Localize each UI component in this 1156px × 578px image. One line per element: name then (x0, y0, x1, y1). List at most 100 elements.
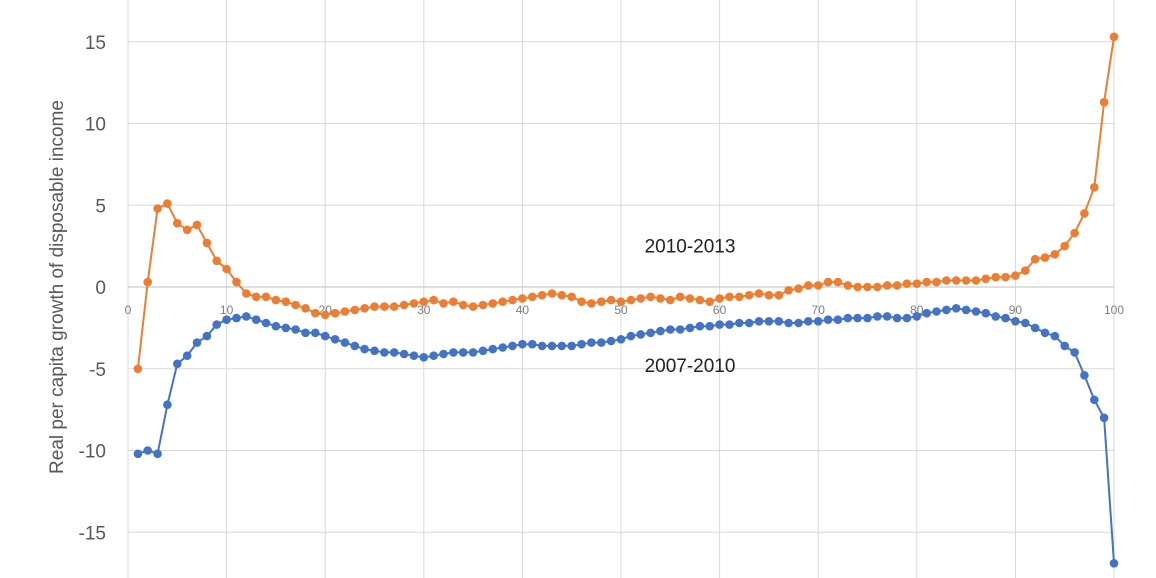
data-point (498, 343, 508, 352)
data-point (577, 297, 586, 307)
data-point (961, 276, 971, 285)
data-point (380, 348, 389, 357)
x-tick-label: 70 (812, 303, 826, 317)
data-point (488, 344, 498, 354)
data-point (537, 341, 547, 351)
data-point (212, 320, 221, 329)
series-2010-2013 (133, 32, 1119, 374)
data-point (902, 313, 912, 323)
data-point (182, 225, 192, 235)
data-point (744, 318, 754, 328)
data-point (774, 290, 784, 300)
data-point (518, 294, 527, 303)
data-point (705, 297, 714, 307)
y-tick-label: -15 (79, 523, 106, 544)
y-tick-label: 15 (85, 33, 106, 54)
data-point (419, 297, 429, 307)
data-point (301, 328, 310, 338)
data-point (597, 338, 606, 347)
x-tick-label: 90 (1009, 303, 1023, 317)
data-point (212, 256, 221, 266)
data-point (192, 338, 202, 347)
data-point (1099, 413, 1109, 423)
data-point (350, 341, 360, 351)
data-point (754, 317, 764, 326)
data-point (311, 308, 320, 318)
data-point (823, 315, 833, 325)
data-point (1050, 331, 1060, 341)
data-point (1011, 271, 1020, 280)
data-point (715, 294, 724, 303)
data-point (508, 341, 517, 351)
data-point (370, 302, 379, 311)
data-point (774, 317, 784, 326)
data-point (528, 292, 537, 302)
series-line (137, 307, 1115, 564)
data-point (1001, 272, 1010, 282)
data-point (1021, 318, 1030, 328)
data-point (853, 282, 862, 292)
data-point (458, 348, 468, 357)
data-point (340, 338, 350, 347)
data-point (528, 339, 537, 349)
data-point (646, 292, 655, 302)
data-point (251, 292, 261, 302)
data-point (656, 326, 665, 336)
data-point (597, 297, 606, 307)
data-point (971, 307, 981, 316)
data-point (804, 317, 813, 326)
data-point (646, 328, 655, 338)
data-point (1030, 254, 1040, 264)
data-point (1050, 250, 1060, 259)
data-point (468, 348, 478, 357)
y-tick-label: -5 (89, 360, 106, 381)
data-point (242, 289, 251, 298)
data-point (153, 204, 162, 213)
data-point (409, 299, 419, 308)
data-point (912, 312, 922, 321)
data-point (1040, 253, 1050, 262)
data-point (1001, 313, 1010, 323)
x-tick-label: 40 (516, 303, 530, 317)
data-point (1090, 395, 1099, 405)
x-tick-label: 100 (1104, 303, 1124, 317)
x-tick-label: 80 (910, 303, 924, 317)
data-point (380, 302, 389, 311)
data-point (626, 331, 636, 341)
data-point (232, 277, 241, 287)
data-point (636, 330, 645, 339)
data-point (281, 323, 291, 333)
x-tick-label: 50 (614, 303, 628, 317)
data-point (764, 317, 774, 326)
data-point (1099, 97, 1109, 107)
data-point (892, 313, 902, 323)
data-point (537, 290, 547, 300)
data-point (311, 328, 320, 338)
data-point (222, 315, 231, 325)
data-point (744, 290, 754, 300)
y-axis-ticks: -15 -10 -5 0 5 10 15 (79, 33, 106, 545)
data-point (1030, 323, 1040, 333)
data-point (656, 294, 665, 303)
data-point (399, 300, 409, 310)
data-point (754, 289, 764, 298)
annotations: 2010-2013 2007-2010 (645, 237, 736, 377)
data-point (439, 299, 448, 308)
data-point (1070, 228, 1079, 238)
data-point (873, 312, 882, 321)
data-point (399, 349, 409, 359)
data-point (1080, 209, 1089, 218)
data-point (863, 313, 872, 323)
series-annotation: 2010-2013 (645, 237, 736, 258)
data-point (173, 359, 182, 369)
data-point (251, 315, 261, 325)
series (133, 32, 1119, 568)
data-point (449, 348, 458, 357)
data-point (429, 295, 439, 305)
x-tick-label: 10 (220, 303, 234, 317)
data-point (794, 318, 803, 328)
data-point (695, 321, 705, 331)
data-point (370, 346, 379, 356)
